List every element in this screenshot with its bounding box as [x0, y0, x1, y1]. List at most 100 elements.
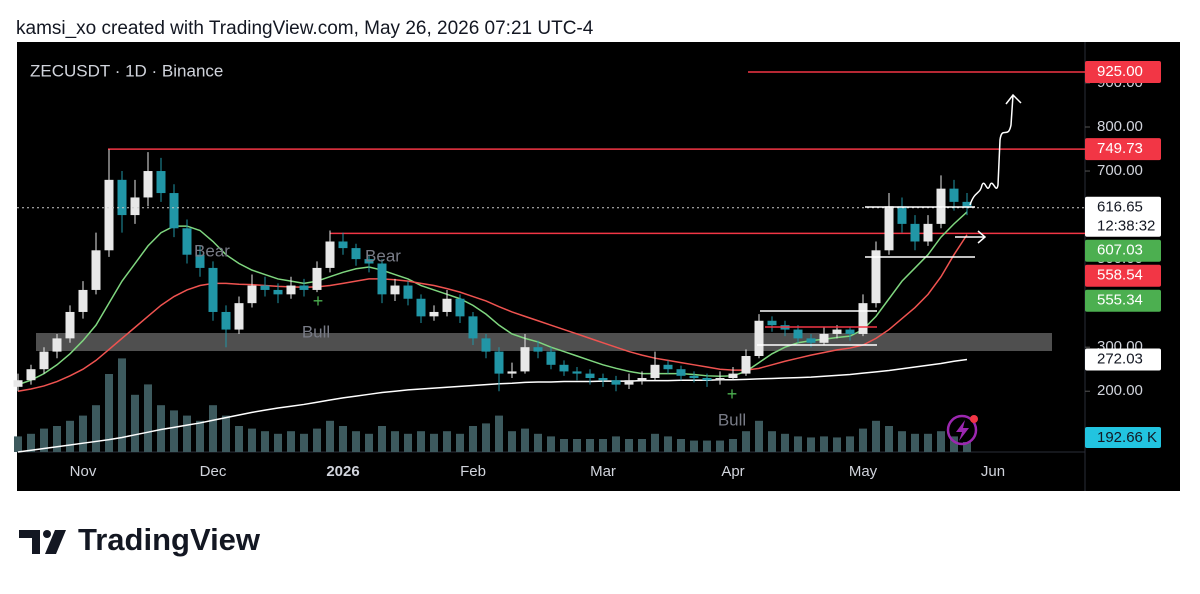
candle-body — [416, 298, 426, 317]
candle-body — [143, 171, 153, 198]
candle-body — [130, 197, 140, 216]
volume-bar — [391, 431, 399, 452]
price-badge — [1085, 60, 1161, 83]
candle-body — [221, 311, 231, 330]
candle-body — [871, 250, 881, 304]
volume-bar — [196, 420, 204, 452]
volume-bar — [235, 426, 243, 452]
volume-bar — [950, 436, 958, 452]
price-badge-label: 616.65 — [1097, 199, 1143, 216]
candle-body — [741, 355, 751, 374]
candle-body — [949, 188, 959, 202]
volume-bar — [183, 415, 191, 452]
volume-bar — [170, 410, 178, 452]
candle-body — [728, 373, 738, 379]
price-badge-label: 558.54 — [1097, 267, 1143, 284]
candle-body — [637, 378, 647, 381]
volume-bar — [521, 428, 529, 452]
candle-body — [312, 267, 322, 290]
candle-body — [78, 289, 88, 312]
candle-body — [884, 206, 894, 251]
volume-bar — [456, 433, 464, 452]
arrow — [955, 230, 987, 244]
support-zone — [36, 333, 1052, 351]
volume-bar — [313, 428, 321, 452]
volume-bar — [430, 433, 438, 452]
volume-bar — [365, 433, 373, 452]
candle-body — [26, 369, 36, 381]
candle-body — [39, 351, 49, 370]
candle-body — [364, 259, 374, 264]
candle-body — [793, 329, 803, 339]
annotation: Bear — [194, 241, 230, 260]
candle-body — [689, 375, 699, 379]
candle-body — [819, 333, 829, 343]
price-badge-label: 607.03 — [1097, 242, 1143, 259]
volume-bar — [963, 441, 971, 452]
candle-body — [910, 223, 920, 242]
volume-bar — [651, 433, 659, 452]
x-tick-label: Nov — [70, 463, 97, 480]
volume-bar — [885, 426, 893, 452]
candle-body — [962, 201, 972, 208]
candle-body — [351, 248, 361, 260]
volume-bar — [92, 405, 100, 452]
candle-body — [546, 351, 556, 365]
logo-mark — [45, 530, 66, 554]
candle-body — [65, 311, 75, 339]
candle-body — [559, 364, 569, 372]
volume-bar — [638, 439, 646, 452]
candle-body — [520, 347, 530, 372]
candle-body — [663, 364, 673, 370]
logo-text: TradingView — [78, 522, 261, 557]
volume-bar — [352, 431, 360, 452]
x-tick-label: Jun — [981, 463, 1005, 480]
candle-body — [676, 369, 686, 376]
logo-mark — [19, 530, 40, 554]
candle-body — [273, 289, 283, 295]
candle-body — [156, 171, 166, 194]
candle-body — [325, 241, 335, 268]
candle-body — [832, 329, 842, 334]
annotation: Bull — [718, 410, 746, 429]
candle-body — [611, 380, 621, 385]
candle-body — [338, 241, 348, 249]
volume-bar — [495, 415, 503, 452]
candle-body — [858, 303, 868, 334]
volume-bar — [560, 439, 568, 452]
volume-bar — [157, 405, 165, 452]
symbol: ZECUSDT · 1D · Binance — [30, 61, 223, 80]
candle-body — [845, 329, 855, 334]
candle-body — [481, 338, 491, 352]
candle-body — [52, 338, 62, 352]
price-badge-label: 272.03 — [1097, 350, 1143, 367]
volume-bar — [79, 415, 87, 452]
volume-bar — [222, 415, 230, 452]
moving-average — [17, 234, 968, 392]
logo: TradingView — [19, 522, 261, 557]
volume-bar — [534, 433, 542, 452]
candle-body — [624, 380, 634, 385]
candle-body — [208, 267, 218, 312]
volume-badge-label: 192.66 K — [1097, 429, 1157, 446]
volume-badge — [1085, 427, 1161, 448]
candle-body — [533, 347, 543, 352]
volume-bar — [729, 439, 737, 452]
candle-body — [494, 351, 504, 374]
volume-bar — [404, 433, 412, 452]
candle-body — [117, 179, 127, 216]
moving-average — [17, 358, 968, 453]
volume-bar — [209, 405, 217, 452]
candle-body — [806, 338, 816, 343]
annotation: Bull — [302, 322, 330, 341]
volume-bar — [625, 439, 633, 452]
candle-body — [260, 285, 270, 290]
volume-bar — [911, 433, 919, 452]
attribution: kamsi_xo created with TradingView.com, M… — [16, 18, 594, 39]
volume-bar — [716, 440, 724, 452]
candle-body — [234, 303, 244, 330]
x-tick-label: Dec — [200, 463, 227, 480]
volume-bar — [664, 436, 672, 452]
